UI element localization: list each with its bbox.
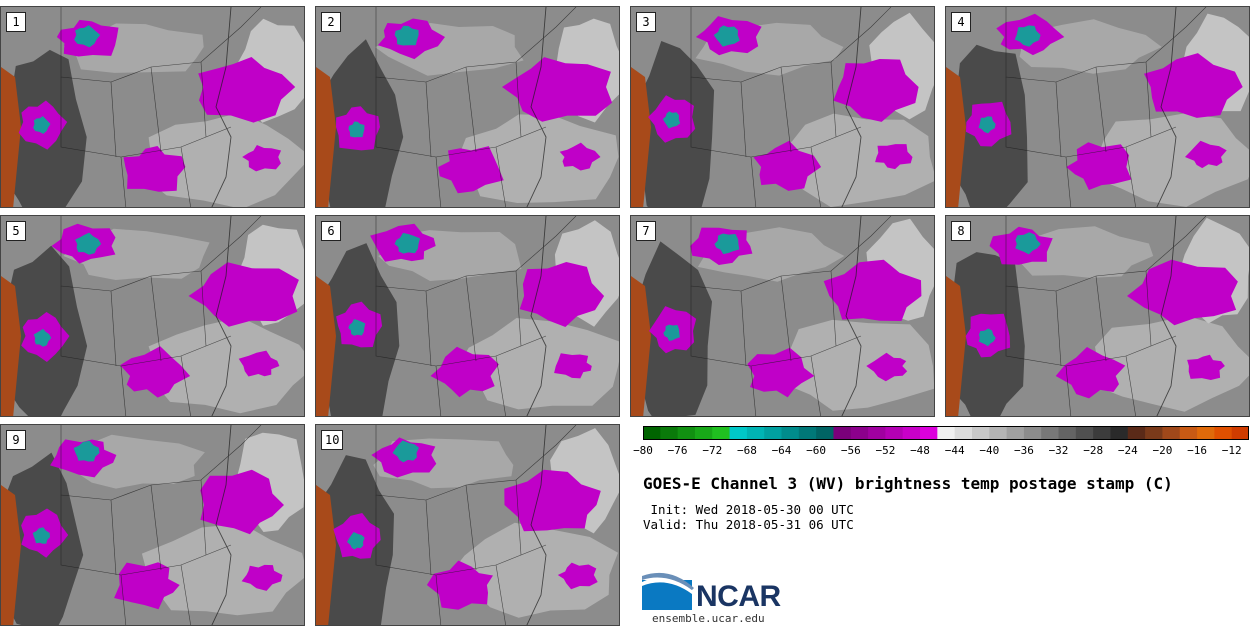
colorbar xyxy=(643,426,1249,440)
wv-map-icon xyxy=(1,216,304,416)
colorbar-swatch xyxy=(746,426,765,440)
wv-map-icon xyxy=(1,7,304,207)
colorbar-swatch xyxy=(729,426,748,440)
colorbar-tick-label: −20 xyxy=(1152,444,1173,457)
colorbar-swatch xyxy=(764,426,783,440)
colorbar-tick-labels: −80 −76 −72 −68 −64 −60 −56 −52 −48 −44 −40 −36 −32 −… xyxy=(633,444,1249,460)
colorbar-swatch xyxy=(816,426,834,440)
colorbar-swatch xyxy=(1110,426,1129,440)
colorbar-swatch xyxy=(1058,426,1077,440)
colorbar-tick-label: −64 xyxy=(771,444,792,457)
wv-map-icon xyxy=(316,425,619,625)
colorbar-swatch xyxy=(1041,426,1060,440)
ensemble-member-panel: 7 xyxy=(630,215,935,417)
colorbar-tick-label: −52 xyxy=(875,444,896,457)
ensemble-member-panel: 2 xyxy=(315,6,620,208)
colorbar-tick-label: −76 xyxy=(667,444,688,457)
colorbar-tick-label: −16 xyxy=(1187,444,1208,457)
colorbar-tick-label: −28 xyxy=(1083,444,1104,457)
panel-number: 7 xyxy=(636,221,656,241)
colorbar-swatch xyxy=(694,426,713,440)
colorbar-tick-label: −44 xyxy=(944,444,965,457)
ensemble-member-panel: 6 xyxy=(315,215,620,417)
ensemble-member-panel: 3 xyxy=(630,6,935,208)
colorbar-swatch xyxy=(798,426,817,440)
colorbar-swatch xyxy=(833,426,852,440)
colorbar-swatch xyxy=(1214,426,1233,440)
colorbar-tick-label: −24 xyxy=(1117,444,1138,457)
colorbar-swatch xyxy=(937,426,956,440)
ensemble-member-panel: 8 xyxy=(945,215,1250,417)
colorbar-tick-label: −36 xyxy=(1013,444,1034,457)
colorbar-swatch xyxy=(1231,426,1249,440)
colorbar-swatch xyxy=(1023,426,1042,440)
wv-map-icon xyxy=(946,216,1249,416)
colorbar-swatch xyxy=(712,426,731,440)
colorbar-swatch xyxy=(677,426,696,440)
wv-map-icon xyxy=(316,7,619,207)
panel-number: 1 xyxy=(6,12,26,32)
ncar-url: ensemble.ucar.edu xyxy=(652,612,765,625)
colorbar-tick-label: −60 xyxy=(806,444,827,457)
wv-map-icon xyxy=(1,425,304,625)
colorbar-tick-label: −56 xyxy=(840,444,861,457)
panel-number: 6 xyxy=(321,221,341,241)
colorbar-swatch xyxy=(1197,426,1215,440)
colorbar-swatch xyxy=(1006,426,1025,440)
colorbar-outline xyxy=(643,426,1249,440)
ensemble-member-panel: 9 xyxy=(0,424,305,626)
ensemble-member-panel: 5 xyxy=(0,215,305,417)
colorbar-swatch xyxy=(1179,426,1198,440)
colorbar-swatch xyxy=(850,426,869,440)
colorbar-swatch xyxy=(954,426,973,440)
colorbar-swatch xyxy=(660,426,679,440)
colorbar-swatch xyxy=(868,426,886,440)
figure-title: GOES-E Channel 3 (WV) brightness temp po… xyxy=(643,474,1173,493)
panel-number: 5 xyxy=(6,221,26,241)
panel-number: 2 xyxy=(321,12,341,32)
colorbar-tick-label: −12 xyxy=(1221,444,1242,457)
colorbar-swatch xyxy=(902,426,921,440)
panel-number: 3 xyxy=(636,12,656,32)
colorbar-tick-label: −40 xyxy=(979,444,1000,457)
colorbar-swatch xyxy=(989,426,1008,440)
wv-map-icon xyxy=(631,7,934,207)
panel-number: 10 xyxy=(321,430,344,450)
panel-number: 8 xyxy=(951,221,971,241)
colorbar-swatch xyxy=(920,426,938,440)
colorbar-tick-label: −32 xyxy=(1048,444,1069,457)
wv-map-icon xyxy=(316,216,619,416)
colorbar-swatch xyxy=(1127,426,1146,440)
colorbar-swatch xyxy=(885,426,904,440)
ncar-logo-icon xyxy=(642,572,694,610)
colorbar-swatch xyxy=(1145,426,1163,440)
ensemble-member-panel: 1 xyxy=(0,6,305,208)
colorbar-swatch xyxy=(643,426,661,440)
wv-map-icon xyxy=(946,7,1249,207)
colorbar-tick-label: −48 xyxy=(910,444,930,457)
ensemble-member-panel: 4 xyxy=(945,6,1250,208)
colorbar-tick-label: −72 xyxy=(702,444,723,457)
panel-number: 4 xyxy=(951,12,971,32)
colorbar-tick-label: −68 xyxy=(736,444,757,457)
colorbar-swatch xyxy=(1075,426,1094,440)
colorbar-swatch xyxy=(1162,426,1181,440)
wv-map-icon xyxy=(631,216,934,416)
colorbar-swatch xyxy=(781,426,800,440)
panel-number: 9 xyxy=(6,430,26,450)
ensemble-member-panel: 10 xyxy=(315,424,620,626)
init-time: Init: Wed 2018-05-30 00 UTC xyxy=(643,502,854,517)
valid-time: Valid: Thu 2018-05-31 06 UTC xyxy=(643,517,854,532)
colorbar-swatch xyxy=(971,426,990,440)
colorbar-tick-label: −80 xyxy=(633,444,653,457)
ncar-logo-text: NCAR xyxy=(696,580,781,613)
colorbar-swatch xyxy=(1093,426,1111,440)
